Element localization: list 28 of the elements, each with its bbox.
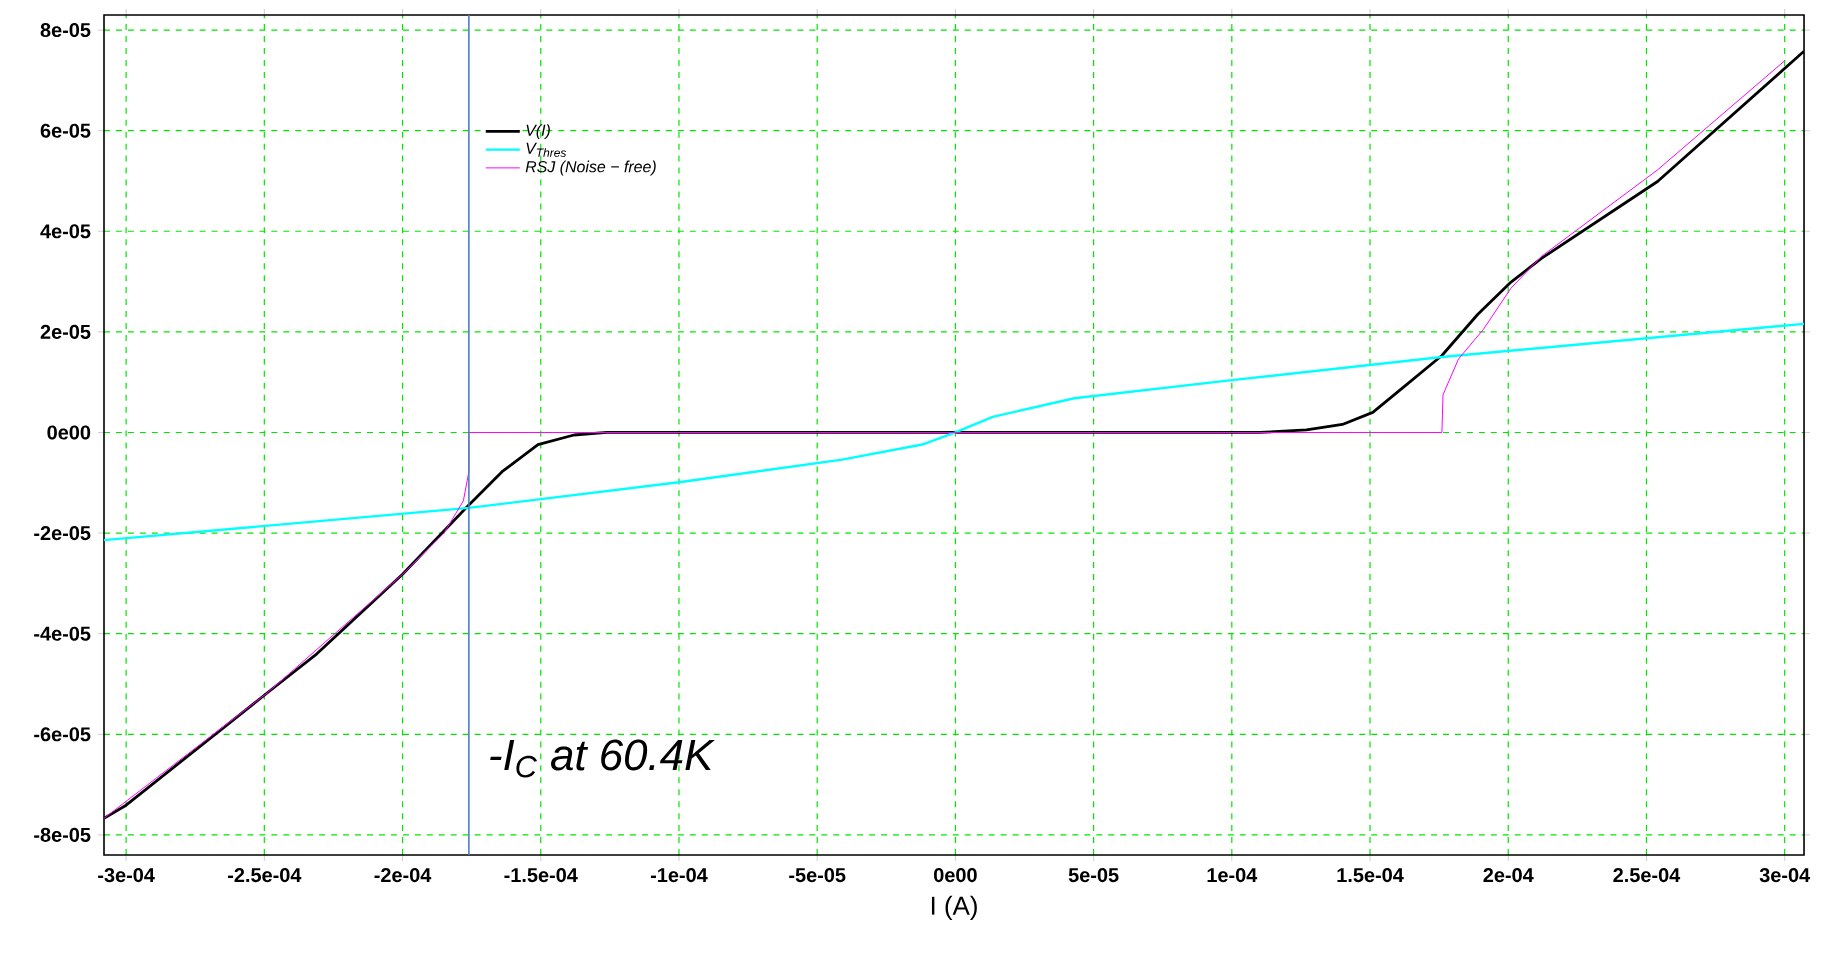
x-axis-title: I (A) <box>931 895 977 920</box>
legend-label: V$_{Thres}$ <box>526 142 567 157</box>
y-tick-label: -6e-05 <box>34 727 91 742</box>
y-tick-label: 8e-05 <box>40 23 91 38</box>
y-tick-label: -2e-05 <box>34 526 91 541</box>
y-tick-label: -8e-05 <box>34 827 91 842</box>
line-series <box>104 322 1805 542</box>
x-tick-label: 5e-05 <box>1068 868 1119 883</box>
legend-label: V(I) <box>526 124 550 140</box>
x-tick-label: -1.5e-04 <box>504 868 578 883</box>
x-tick-label: 2.5e-04 <box>1613 868 1681 883</box>
x-tick-label: 0e00 <box>934 868 977 883</box>
x-tick-label: -2e-04 <box>374 868 432 883</box>
x-tick-label: -2.5e-04 <box>228 868 302 883</box>
x-tick-label: -3e-04 <box>98 868 155 883</box>
y-tick-label: 2e-05 <box>40 324 91 339</box>
x-tick-label: -1e-04 <box>650 868 708 883</box>
x-tick-label: 3e-04 <box>1759 868 1811 883</box>
y-tick-label: 4e-05 <box>40 224 91 239</box>
legend-label: RSJ (Noise − free) <box>525 160 656 176</box>
x-tick-label: 1.5e-04 <box>1337 868 1404 883</box>
x-tick-label: 1e-04 <box>1207 868 1258 883</box>
y-tick-label: 0e00 <box>47 425 91 440</box>
x-tick-label: 2e-04 <box>1483 868 1534 883</box>
x-tick-label: -5e-05 <box>789 868 846 883</box>
annotation: -I$_{C}$ at 60.4K <box>490 739 715 778</box>
y-tick-label: 6e-05 <box>40 123 91 138</box>
y-tick-label: -4e-05 <box>34 626 91 641</box>
